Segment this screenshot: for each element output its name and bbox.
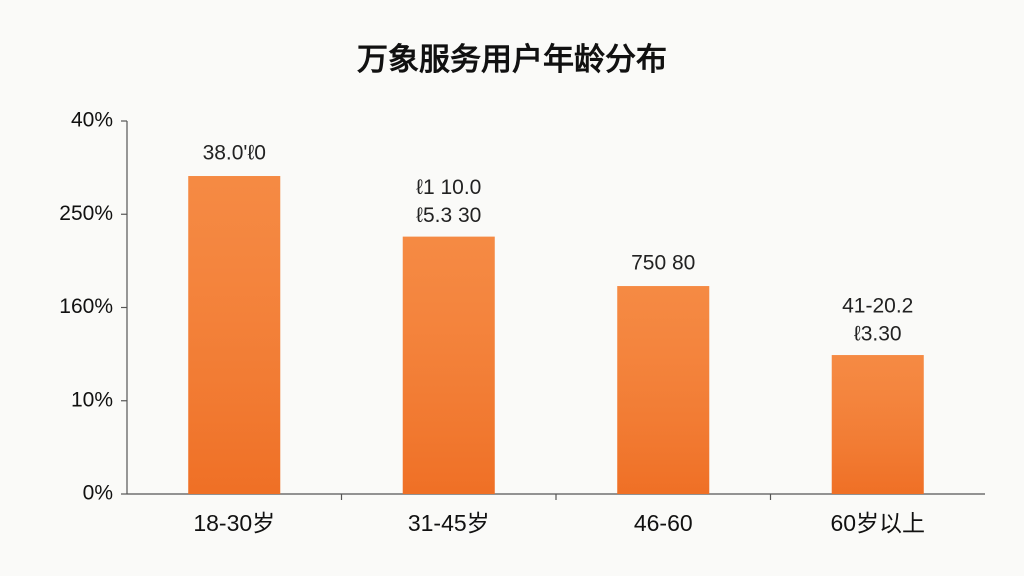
y-tick-label: 250% <box>59 202 113 225</box>
bar-shade <box>831 355 924 494</box>
x-tick-label: 31-45岁 <box>408 510 490 536</box>
y-tick-label: 40% <box>71 109 113 132</box>
value-label: ℓ5.3 30 <box>416 204 481 227</box>
x-tick-label: 46-60 <box>634 510 693 536</box>
x-tick-label: 60岁以上 <box>830 510 925 536</box>
chart-title: 万象服务用户年龄分布 <box>357 42 667 77</box>
value-label: 41-20.2 <box>842 295 913 318</box>
bar-shade <box>188 176 281 494</box>
x-tick-label: 18-30岁 <box>193 510 275 536</box>
y-tick-label: 0% <box>83 482 113 505</box>
bar-shade <box>402 236 495 494</box>
bar-shade <box>617 286 710 494</box>
value-label: ℓ1 10.0 <box>416 176 481 199</box>
y-tick-label: 160% <box>59 295 113 318</box>
value-label: 750 80 <box>631 252 695 275</box>
y-tick-label: 10% <box>71 388 113 411</box>
value-label: 38.0'ℓ0 <box>203 142 266 165</box>
value-label: ℓ3.30 <box>854 323 902 346</box>
